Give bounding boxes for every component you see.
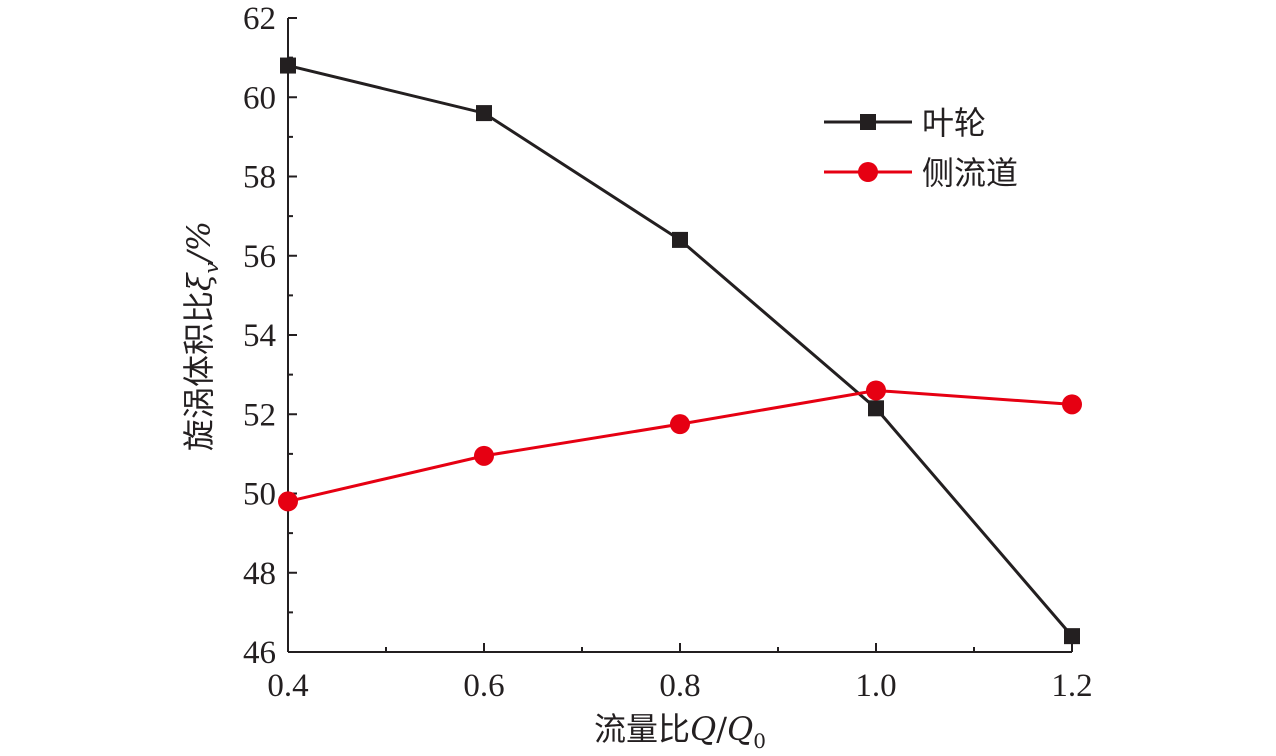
y-axis-label-suffix: /%	[180, 221, 218, 265]
series-0-point	[868, 400, 884, 417]
x-tick-label: 0.4	[267, 668, 308, 704]
y-tick-label: 62	[243, 1, 276, 37]
legend-label-0: 叶轮	[922, 104, 986, 142]
y-axis-label-var: ξ	[180, 272, 218, 291]
x-tick-label: 1.0	[855, 668, 896, 704]
y-axis-label-prefix: 旋涡体积比	[180, 291, 218, 451]
y-axis-label-sub: v	[199, 261, 223, 273]
series-line-1	[287, 388, 1073, 503]
series-0-point	[476, 105, 492, 122]
x-tick-label: 1.2	[1051, 668, 1092, 704]
x-axis-label-var: Q	[690, 710, 716, 748]
x-tick-label: 0.6	[463, 668, 504, 704]
x-axis-label-prefix: 流量比	[594, 710, 690, 748]
series-1-point	[474, 445, 494, 466]
legend-marker-1	[858, 162, 878, 182]
series-0-point	[672, 231, 688, 248]
series-0-point	[1064, 628, 1080, 645]
y-tick-label: 46	[243, 635, 276, 671]
y-tick-label: 56	[243, 239, 276, 275]
y-tick-label: 48	[243, 556, 276, 592]
y-tick-label: 54	[243, 318, 276, 354]
x-tick-label: 0.8	[659, 668, 700, 704]
x-axis-label-sub: 0	[753, 729, 766, 753]
series-0-point	[280, 57, 296, 74]
legend-label-1: 侧流道	[922, 154, 1018, 192]
ticks: 46 48 50 52 54 56 58 60 62 0.4 0.6 0.8 1.0 1.2	[243, 1, 1093, 704]
series-1-point	[278, 491, 298, 512]
y-axis-label: 旋涡体积比ξv/%	[180, 221, 223, 451]
x-axis-label: 流量比Q/Q0	[594, 710, 766, 753]
y-tick-label: 60	[243, 80, 276, 116]
series-layer	[278, 57, 1082, 645]
series-1-point	[670, 414, 690, 435]
y-tick-label: 52	[243, 397, 276, 433]
series-1-point	[1062, 394, 1082, 415]
x-axis-label-var2: Q	[727, 710, 753, 748]
x-axis-label-sep: /	[716, 710, 727, 748]
legend-marker-0	[860, 114, 876, 130]
series-1-point	[866, 380, 886, 401]
y-tick-label: 50	[243, 477, 276, 513]
y-tick-label: 58	[243, 160, 276, 196]
series-line-0	[287, 64, 1074, 638]
